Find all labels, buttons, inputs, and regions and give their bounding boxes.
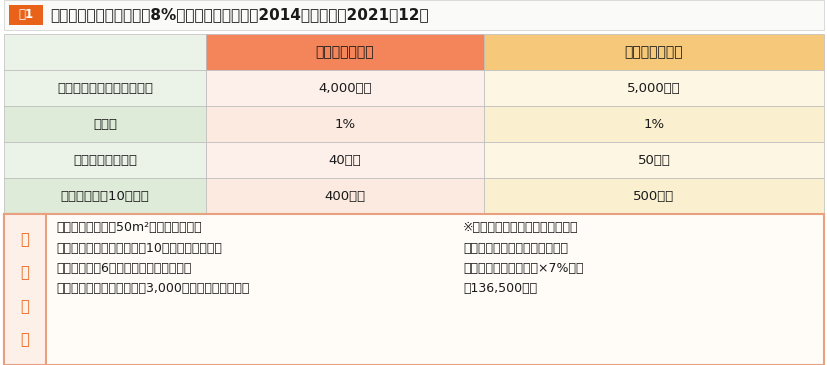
Bar: [484, 178, 823, 214]
Text: 50万円: 50万円: [637, 154, 670, 166]
Text: 住宅ローン年末残高の上限: 住宅ローン年末残高の上限: [57, 81, 153, 95]
Text: は翌年の住民税から控除。所得: は翌年の住民税から控除。所得: [462, 242, 567, 254]
Bar: [4, 0, 823, 30]
Bar: [4, 34, 206, 70]
Bar: [484, 142, 823, 178]
Bar: [206, 70, 484, 106]
Text: 一般住宅の場合: 一般住宅の場合: [315, 45, 374, 59]
Text: 500万円: 500万円: [633, 189, 674, 203]
Text: 4,000万円: 4,000万円: [318, 81, 371, 95]
Bar: [4, 178, 206, 214]
Bar: [4, 70, 206, 106]
Text: 40万円: 40万円: [328, 154, 361, 166]
Text: 表1: 表1: [18, 8, 34, 22]
Bar: [9, 5, 43, 25]
Text: 件: 件: [21, 333, 29, 347]
Bar: [4, 142, 206, 178]
Text: 1%: 1%: [334, 118, 355, 131]
Bar: [4, 214, 823, 365]
Bar: [206, 142, 484, 178]
Bar: [4, 106, 206, 142]
Bar: [484, 106, 823, 142]
Bar: [484, 34, 823, 70]
Text: な: な: [21, 265, 29, 280]
Bar: [484, 70, 823, 106]
Text: 条: 条: [21, 299, 29, 314]
Text: 最大控除額（10年間）: 最大控除額（10年間）: [60, 189, 149, 203]
Bar: [206, 34, 484, 70]
Text: 住宅ローン控除〈消費税8%の場合〉居住時期：2014年４月から2021年12月: 住宅ローン控除〈消費税8%の場合〉居住時期：2014年４月から2021年12月: [50, 8, 428, 23]
Text: ・住宅の床面積が50m²以上であること: ・住宅の床面積が50m²以上であること: [56, 221, 202, 234]
Text: 400万円: 400万円: [324, 189, 366, 203]
Bar: [206, 178, 484, 214]
Text: 税の課税総所得金額等×7%（最: 税の課税総所得金額等×7%（最: [462, 262, 583, 275]
Text: 主: 主: [21, 232, 29, 247]
Text: ・住宅ローンの返済期間が10年以上であること: ・住宅ローンの返済期間が10年以上であること: [56, 242, 222, 254]
Text: 控除率: 控除率: [93, 118, 117, 131]
Text: 大136,500円）: 大136,500円）: [462, 283, 537, 296]
Text: ・取得日から6か月以内に入居すること: ・取得日から6か月以内に入居すること: [56, 262, 191, 275]
Text: 1%: 1%: [643, 118, 664, 131]
Bar: [4, 214, 46, 365]
Text: 5,000万円: 5,000万円: [626, 81, 680, 95]
Bar: [206, 106, 484, 142]
Text: ・その年の合計所得金額が3,000万円以下であること: ・その年の合計所得金額が3,000万円以下であること: [56, 283, 249, 296]
Text: 認定住宅の場合: 認定住宅の場合: [624, 45, 682, 59]
Text: 各年の控除限度額: 各年の控除限度額: [73, 154, 136, 166]
Text: ※所得税から控除しきれない場合: ※所得税から控除しきれない場合: [462, 221, 578, 234]
